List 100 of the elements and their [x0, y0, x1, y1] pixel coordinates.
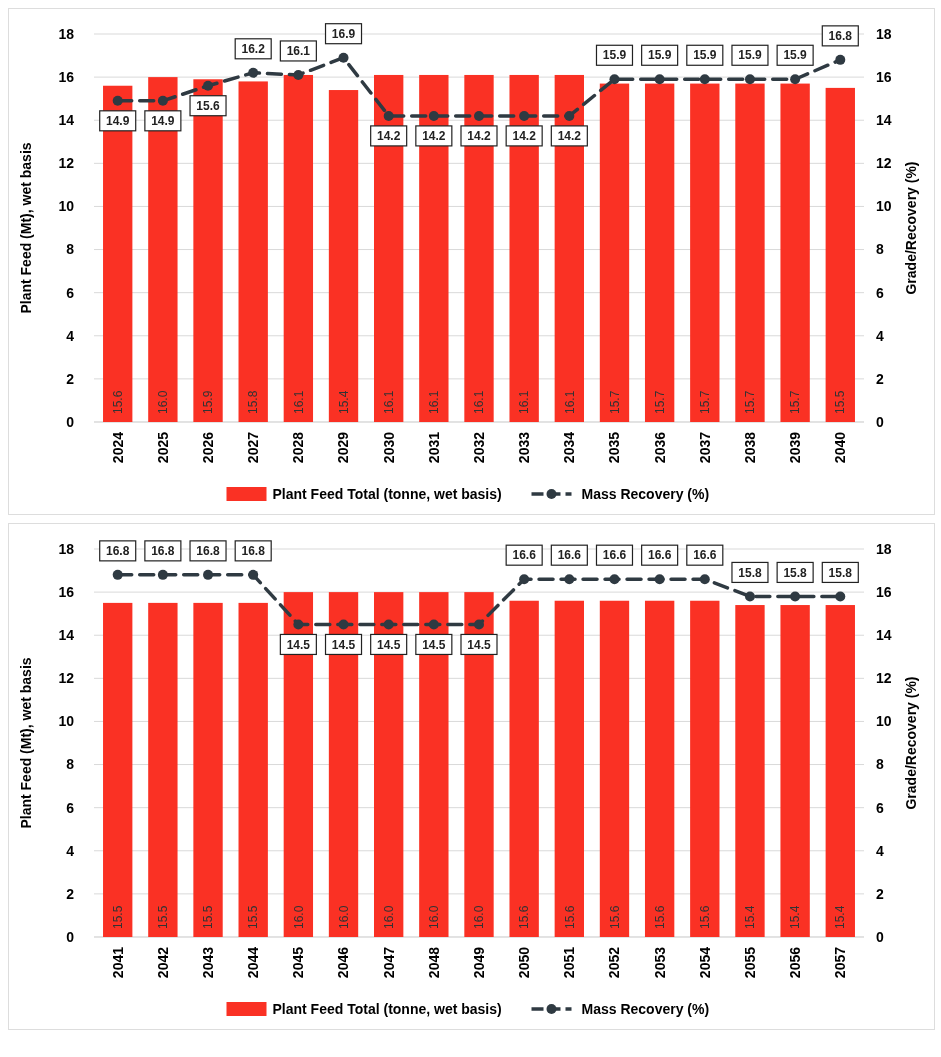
y2-tick-label: 14	[876, 112, 892, 129]
y-axis-title: Plant Feed (Mt), wet basis	[18, 657, 34, 829]
x-tick-label: 2057	[832, 946, 849, 979]
data-label: 15.6	[110, 390, 125, 414]
point	[157, 95, 168, 106]
point	[383, 110, 394, 121]
data-label: 15.5	[833, 390, 848, 414]
x-tick-label: 2052	[606, 946, 623, 979]
point	[248, 569, 259, 580]
point	[112, 569, 123, 580]
data-label: 16.8	[241, 544, 266, 559]
x-tick-label: 2024	[109, 431, 126, 464]
x-tick-label: 2042	[154, 946, 171, 979]
y2-tick-label: 0	[876, 928, 884, 945]
point	[112, 95, 123, 106]
y-tick-label: 6	[66, 799, 75, 816]
point	[428, 619, 439, 630]
data-label: 16.2	[241, 42, 266, 56]
data-label: 16.0	[472, 905, 487, 929]
data-label: 15.5	[201, 905, 216, 929]
x-tick-label: 2040	[832, 431, 849, 464]
data-label: 15.4	[788, 905, 803, 929]
data-label: 15.6	[196, 98, 221, 113]
data-label: 15.5	[156, 905, 171, 929]
data-label: 14.5	[286, 637, 311, 652]
y-tick-label: 2	[66, 885, 75, 902]
data-label: 14.2	[557, 129, 582, 144]
x-tick-label: 2031	[425, 431, 442, 464]
y-tick-label: 8	[66, 756, 75, 773]
y-tick-label: 16	[58, 584, 75, 601]
y2-tick-label: 8	[876, 756, 884, 773]
point	[203, 80, 214, 91]
data-label: 16.8	[196, 544, 221, 559]
y2-tick-label: 16	[876, 584, 892, 601]
y-tick-label: 8	[66, 241, 75, 258]
y-tick-label: 12	[58, 670, 75, 687]
data-label: 14.5	[422, 637, 446, 652]
x-tick-label: 2050	[516, 946, 533, 979]
point	[699, 74, 710, 85]
y-tick-label: 18	[58, 25, 75, 42]
data-label: 16.6	[602, 548, 627, 563]
point	[248, 67, 259, 78]
data-label: 16.1	[381, 390, 396, 414]
point	[203, 569, 214, 580]
x-tick-label: 2032	[470, 431, 487, 464]
y-tick-label: 14	[58, 627, 75, 644]
y-tick-label: 12	[58, 155, 75, 172]
data-label: 16.6	[693, 548, 717, 563]
point	[699, 574, 710, 585]
legend-label: Mass Recovery (%)	[581, 1000, 710, 1017]
data-label: 16.8	[151, 544, 175, 559]
legend-label: Plant Feed Total (tonne, wet basis)	[272, 1000, 502, 1017]
data-label: 15.8	[783, 565, 808, 580]
y-tick-label: 6	[66, 284, 75, 301]
data-label: 15.4	[336, 390, 351, 414]
data-label: 15.6	[652, 905, 667, 929]
data-label: 16.6	[647, 548, 672, 563]
y2-tick-label: 16	[876, 69, 892, 86]
data-label: 15.8	[828, 565, 853, 580]
point	[835, 54, 846, 65]
y2-tick-label: 18	[876, 25, 892, 42]
data-label: 14.9	[151, 114, 175, 129]
data-label: 14.5	[377, 637, 401, 652]
data-label: 16.8	[828, 29, 853, 44]
y2-tick-label: 6	[876, 799, 884, 816]
x-tick-label: 2043	[199, 946, 216, 979]
data-label: 15.7	[652, 390, 667, 414]
data-label: 15.7	[607, 390, 622, 414]
data-label: 16.8	[106, 544, 130, 559]
x-tick-label: 2035	[606, 431, 623, 464]
x-tick-label: 2030	[380, 431, 397, 464]
x-tick-label: 2025	[154, 431, 171, 464]
x-tick-label: 2047	[380, 946, 397, 979]
x-tick-label: 2037	[696, 431, 713, 464]
data-label: 14.2	[422, 129, 446, 144]
point	[654, 574, 665, 585]
y-tick-label: 10	[58, 713, 75, 730]
data-label: 14.5	[467, 637, 491, 652]
data-label: 16.1	[472, 390, 487, 414]
data-label: 15.5	[246, 905, 261, 929]
data-label: 14.5	[331, 637, 356, 652]
y2-tick-label: 6	[876, 284, 884, 301]
data-label: 14.2	[467, 129, 491, 144]
y-tick-label: 4	[66, 842, 75, 859]
data-label: 15.7	[788, 390, 803, 414]
x-tick-label: 2041	[109, 946, 126, 979]
point	[519, 574, 530, 585]
data-label: 15.9	[783, 48, 808, 63]
data-label: 15.9	[647, 48, 672, 63]
data-label: 16.0	[336, 905, 351, 929]
data-label: 15.4	[833, 905, 848, 929]
data-label: 16.1	[562, 390, 577, 414]
x-tick-label: 2049	[470, 946, 487, 979]
y-tick-label: 14	[58, 112, 75, 129]
point	[654, 74, 665, 85]
y-tick-label: 2	[66, 370, 75, 387]
point	[790, 591, 801, 602]
data-label: 16.1	[291, 390, 306, 414]
data-label: 16.6	[512, 548, 537, 563]
legend-label: Plant Feed Total (tonne, wet basis)	[272, 485, 502, 502]
